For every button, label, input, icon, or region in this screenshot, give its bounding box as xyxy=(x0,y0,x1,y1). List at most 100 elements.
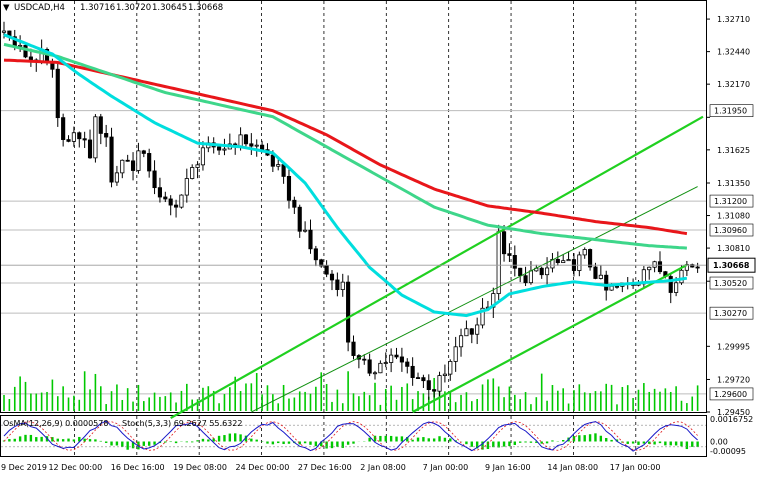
candle-body xyxy=(426,380,431,390)
osma-tick-label: 0.0016752 xyxy=(710,415,753,424)
candle-body xyxy=(335,279,340,290)
candle-body xyxy=(28,56,33,61)
candle-body xyxy=(604,274,609,291)
candle-body xyxy=(324,265,329,275)
price-tick-label: 1.30810 xyxy=(717,244,750,253)
candle-body xyxy=(383,362,388,364)
candle-body xyxy=(77,132,82,140)
candle-body xyxy=(168,198,173,206)
stoch-signal-line xyxy=(3,421,698,451)
candle-body xyxy=(238,134,243,148)
candle-body xyxy=(469,328,474,335)
price-tick-label: 1.29720 xyxy=(717,375,750,384)
candle-body xyxy=(405,361,410,367)
candle-body xyxy=(130,160,136,171)
time-tick-label: 17 Jan 00:00 xyxy=(610,463,661,472)
candle-body xyxy=(200,147,206,166)
candle-body xyxy=(243,134,249,145)
price-tick-label: 1.29995 xyxy=(717,342,750,351)
candle-body xyxy=(152,170,157,189)
time-axis: 9 Dec 2019 12 Dec 00:00 16 Dec 16:00 19 Dec… xyxy=(1,463,660,472)
candle-body xyxy=(679,269,684,284)
candle-body xyxy=(588,249,593,268)
ema-mid-line xyxy=(3,42,688,250)
candle-body xyxy=(346,281,351,343)
candle-body xyxy=(389,354,394,363)
candle-body xyxy=(684,264,689,271)
candle-body xyxy=(598,274,603,279)
candle-body xyxy=(410,365,415,378)
collapse-marker[interactable]: ▼ xyxy=(3,3,10,13)
candle-body xyxy=(442,373,447,376)
price-tick-label: 1.32170 xyxy=(717,80,750,89)
candle-body xyxy=(147,153,152,172)
candle-body xyxy=(87,139,93,159)
level-price-box xyxy=(709,194,754,208)
main-plot-frame xyxy=(0,0,707,413)
level-price-box xyxy=(709,306,754,320)
candle-body xyxy=(292,199,297,208)
candle-body xyxy=(668,276,673,293)
candle-body xyxy=(593,266,598,279)
candle-body xyxy=(432,389,437,392)
time-tick-label: 24 Dec 00:00 xyxy=(236,463,290,472)
candle-body xyxy=(71,132,76,142)
candle-body xyxy=(367,359,372,374)
candle-body xyxy=(104,133,109,138)
candle-body xyxy=(507,253,512,256)
candle-body xyxy=(319,259,324,267)
candle-body xyxy=(437,375,442,392)
candle-body xyxy=(1,30,7,33)
candle-body xyxy=(281,164,286,177)
candle-body xyxy=(179,194,184,208)
candle-body xyxy=(501,231,507,255)
level-price-box xyxy=(709,387,754,401)
stochastic-lines xyxy=(1,420,706,452)
candle-body xyxy=(362,358,367,361)
price-tick-label: 1.32710 xyxy=(717,15,750,24)
level-price-label: 1.31950 xyxy=(714,107,747,116)
current-price-box xyxy=(707,257,756,273)
candle-body xyxy=(82,138,87,141)
candle-body xyxy=(351,341,356,356)
candle-body xyxy=(528,270,534,284)
candle-body xyxy=(136,150,141,171)
price-tick-label: 1.29450 xyxy=(717,408,750,417)
candle-body xyxy=(313,248,318,261)
candle-body xyxy=(114,172,119,183)
level-price-box xyxy=(709,276,754,290)
candle-body xyxy=(453,346,458,362)
price-axis: 1.31950 1.31200 1.30960 1.30520 1.30270 1.296… xyxy=(1,15,756,456)
candle-body xyxy=(184,178,189,196)
osma-label: OsMA(12,26,9) 0.0000578 xyxy=(3,419,108,428)
candle-body xyxy=(372,372,378,375)
current-price-label: 1.30668 xyxy=(713,261,750,270)
candle-body xyxy=(270,154,275,167)
level-price-box xyxy=(709,104,754,117)
candle-body xyxy=(512,255,517,269)
candle-body xyxy=(66,139,71,142)
candle-body xyxy=(340,281,345,290)
candle-body xyxy=(308,229,313,250)
moving-averages xyxy=(3,33,688,318)
candle-body xyxy=(18,44,23,47)
candle-body xyxy=(614,285,620,288)
stoch-main-line xyxy=(3,420,698,452)
open-price: 1.30716 xyxy=(80,3,115,13)
candle-body xyxy=(539,267,544,276)
candle-body xyxy=(448,361,453,375)
candle-body xyxy=(141,150,146,154)
candle-body xyxy=(163,196,168,200)
candle-body xyxy=(496,231,501,294)
candle-body xyxy=(475,324,480,335)
stoch-label: Stoch(5,3,3) 69.2627 55.6322 xyxy=(122,419,242,428)
time-tick-label: 9 Dec 2019 xyxy=(1,463,47,472)
level-price-label: 1.30270 xyxy=(714,309,747,318)
candle-body xyxy=(399,356,404,363)
time-tick-label: 27 Dec 16:00 xyxy=(298,463,352,472)
level-price-box xyxy=(709,223,754,237)
candle-body xyxy=(545,267,550,276)
low-price: 1.30645 xyxy=(152,3,187,13)
price-tick-label: 1.31625 xyxy=(717,146,750,155)
